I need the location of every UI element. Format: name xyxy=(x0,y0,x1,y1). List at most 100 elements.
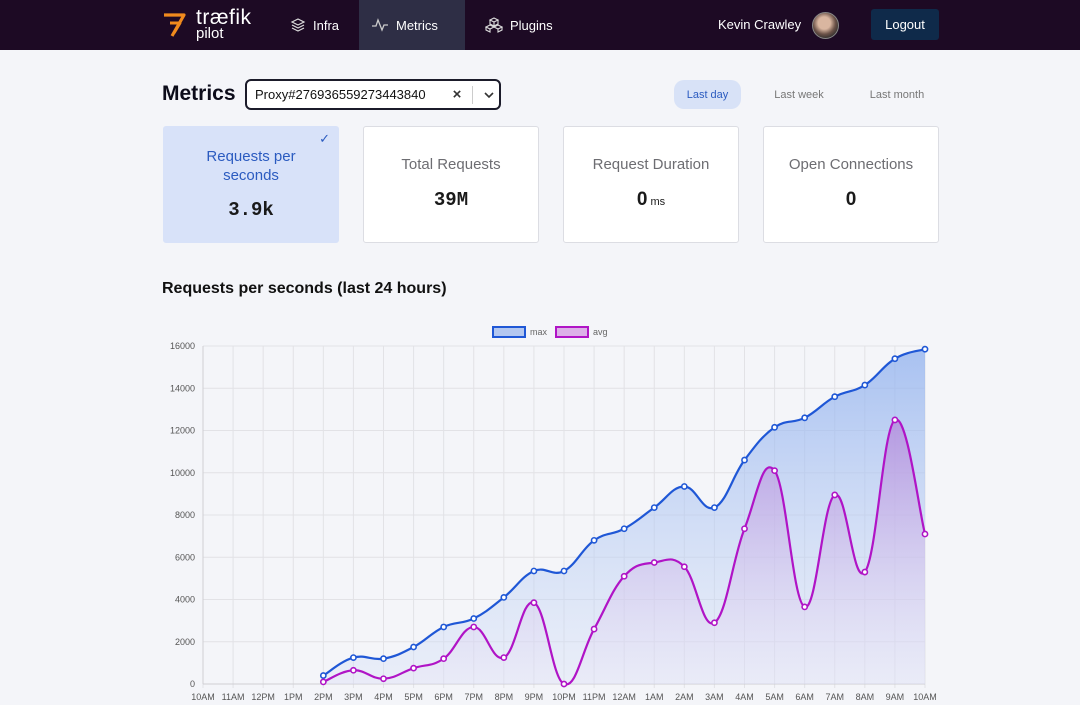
card-value: 39M xyxy=(433,189,469,211)
card-requests-per-seconds[interactable]: ✓ Requests per seconds 3.9k xyxy=(163,126,339,243)
boxes-icon xyxy=(485,17,503,33)
x-tick-label: 12AM xyxy=(612,692,636,702)
top-navbar: træfik pilot Infra Metrics Plugins Kevin… xyxy=(0,0,1080,50)
data-point-avg xyxy=(530,599,538,607)
select-divider xyxy=(472,85,473,104)
x-tick-label: 2AM xyxy=(675,692,694,702)
nav-infra[interactable]: Infra xyxy=(278,0,353,50)
activity-icon xyxy=(372,18,388,32)
data-point-max xyxy=(620,525,628,533)
card-total-requests[interactable]: Total Requests 39M xyxy=(363,126,539,243)
data-point-avg xyxy=(801,603,809,611)
x-tick-label: 9PM xyxy=(525,692,544,702)
y-tick-label: 4000 xyxy=(175,595,195,605)
x-tick-label: 10AM xyxy=(191,692,215,702)
series-area-avg xyxy=(323,419,925,685)
x-tick-label: 3AM xyxy=(705,692,724,702)
legend-swatch-max xyxy=(492,326,526,338)
x-tick-label: 6PM xyxy=(434,692,453,702)
page-title: Metrics xyxy=(162,82,236,105)
data-point-max xyxy=(861,381,869,389)
x-tick-label: 4AM xyxy=(735,692,754,702)
card-label: Total Requests xyxy=(401,156,501,173)
y-tick-label: 8000 xyxy=(175,510,195,520)
y-tick-label: 0 xyxy=(190,679,195,689)
check-icon: ✓ xyxy=(319,131,330,146)
chevron-down-icon[interactable] xyxy=(479,91,499,99)
data-point-avg xyxy=(560,680,568,688)
data-point-max xyxy=(410,643,417,651)
data-point-max xyxy=(440,623,448,631)
x-tick-label: 3PM xyxy=(344,692,363,702)
x-tick-label: 1AM xyxy=(645,692,664,702)
data-point-avg xyxy=(831,491,839,499)
x-tick-label: 8AM xyxy=(856,692,875,702)
data-point-max xyxy=(921,345,929,353)
y-tick-label: 2000 xyxy=(175,637,195,647)
data-point-avg xyxy=(891,416,899,424)
legend-label-max: max xyxy=(530,327,548,337)
data-point-max xyxy=(319,672,327,679)
y-tick-label: 6000 xyxy=(175,552,195,562)
traefik-logo-icon xyxy=(164,13,186,37)
brand-name: træfik xyxy=(196,6,252,29)
card-label: Requests per seconds xyxy=(206,148,296,184)
data-point-max xyxy=(650,504,658,512)
x-tick-label: 8PM xyxy=(495,692,514,702)
logout-button[interactable]: Logout xyxy=(871,9,939,40)
card-value: 3.9k xyxy=(228,199,274,221)
x-tick-label: 11PM xyxy=(583,692,606,702)
data-point-avg xyxy=(921,530,929,538)
y-tick-label: 10000 xyxy=(170,468,195,478)
data-point-max xyxy=(711,504,718,512)
data-point-avg xyxy=(319,678,327,686)
data-point-avg xyxy=(440,655,448,663)
data-point-max xyxy=(891,355,899,363)
x-tick-label: 6AM xyxy=(795,692,814,702)
layers-icon xyxy=(290,18,306,32)
nav-metrics[interactable]: Metrics xyxy=(359,0,465,50)
card-open-connections[interactable]: Open Connections 0 xyxy=(763,126,939,243)
range-last-day[interactable]: Last day xyxy=(674,80,741,109)
nav-plugins[interactable]: Plugins xyxy=(473,0,567,50)
proxy-select-value: Proxy#276936559273443840 xyxy=(255,87,426,102)
data-point-max xyxy=(500,593,508,601)
user-avatar[interactable] xyxy=(812,12,839,39)
data-point-max xyxy=(771,423,778,431)
y-tick-label: 14000 xyxy=(170,383,195,393)
card-request-duration[interactable]: Request Duration 0 ms xyxy=(563,126,739,243)
clear-icon[interactable]: × xyxy=(452,86,462,103)
range-last-month[interactable]: Last month xyxy=(869,88,925,101)
legend-swatch-avg xyxy=(555,326,589,338)
data-point-max xyxy=(380,655,387,663)
x-tick-label: 7PM xyxy=(464,692,483,702)
traefik-pilot-logo[interactable]: træfik pilot xyxy=(162,6,262,42)
data-point-avg xyxy=(680,563,688,571)
x-tick-label: 5PM xyxy=(404,692,423,702)
data-point-max xyxy=(741,456,748,464)
data-point-avg xyxy=(590,625,598,633)
range-last-week[interactable]: Last week xyxy=(774,88,824,101)
card-value-row: 0 ms xyxy=(564,189,738,211)
data-point-max xyxy=(470,615,478,622)
data-point-max xyxy=(590,536,598,544)
user-name[interactable]: Kevin Crawley xyxy=(718,17,802,32)
data-point-avg xyxy=(380,675,387,683)
data-point-max xyxy=(831,393,839,401)
card-label: Request Duration xyxy=(592,156,710,173)
data-point-max xyxy=(801,414,809,422)
x-tick-label: 2PM xyxy=(314,692,333,702)
x-tick-label: 4PM xyxy=(374,692,393,702)
data-point-max xyxy=(560,567,568,575)
data-point-avg xyxy=(620,572,628,580)
nav-infra-label: Infra xyxy=(313,17,340,33)
data-point-avg xyxy=(470,623,478,631)
data-point-avg xyxy=(410,664,417,672)
proxy-select[interactable]: Proxy#276936559273443840 × xyxy=(245,79,501,110)
data-point-avg xyxy=(500,654,508,661)
data-point-avg xyxy=(711,619,718,627)
legend-label-avg: avg xyxy=(593,327,608,337)
data-point-avg xyxy=(741,525,748,533)
data-point-avg xyxy=(771,467,778,475)
